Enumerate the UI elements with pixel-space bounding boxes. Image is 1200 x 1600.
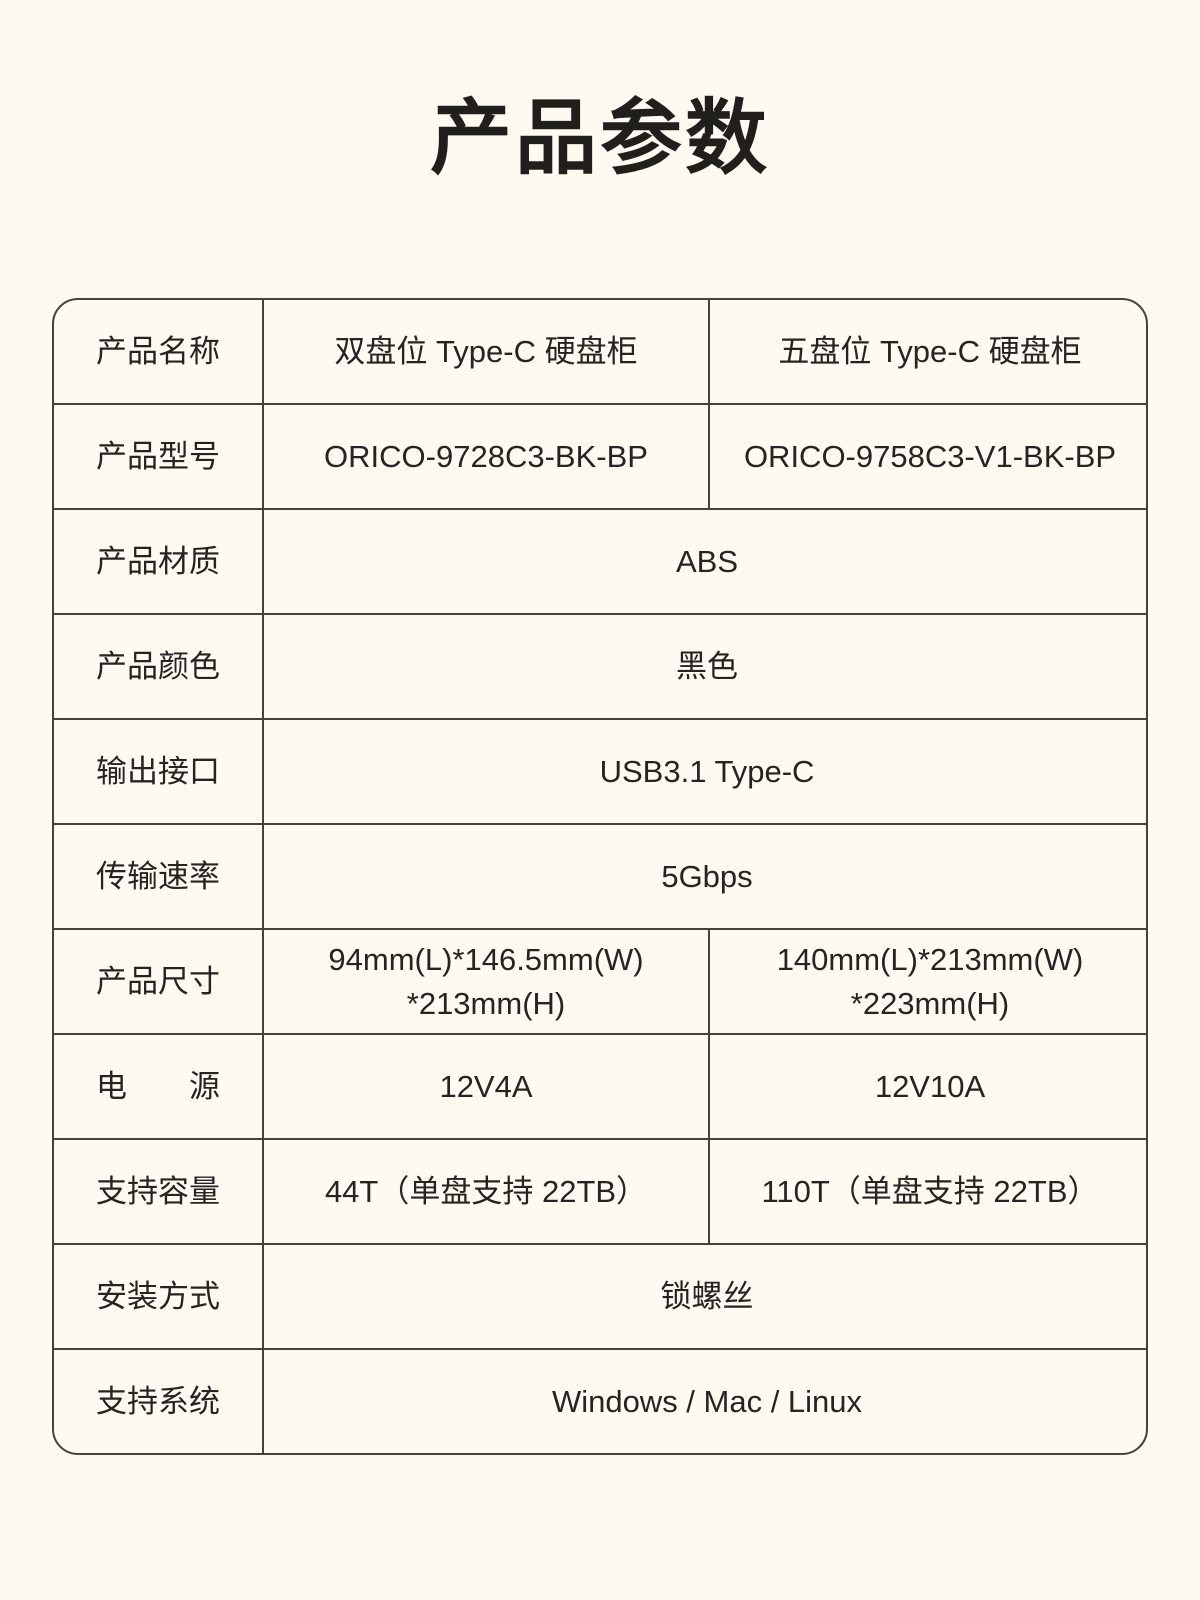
- spec-table: 产品名称 双盘位 Type-C 硬盘柜 五盘位 Type-C 硬盘柜 产品型号 ORIC…: [52, 298, 1148, 1456]
- row-label: 电 源: [54, 1035, 264, 1141]
- table-row: 安装方式 锁螺丝: [54, 1245, 1146, 1351]
- table-row: 产品材质 ABS: [54, 510, 1146, 616]
- row-value: ABS: [264, 510, 1146, 616]
- spec-table-body: 产品名称 双盘位 Type-C 硬盘柜 五盘位 Type-C 硬盘柜 产品型号 ORIC…: [54, 300, 1146, 1454]
- table-row: 支持容量 44T（单盘支持 22TB） 110T（单盘支持 22TB）: [54, 1140, 1146, 1246]
- row-label: 产品材质: [54, 510, 264, 616]
- row-value: 140mm(L)*213mm(W) *223mm(H): [710, 930, 1146, 1036]
- row-value: ORICO-9758C3-V1-BK-BP: [710, 405, 1146, 511]
- spec-table-grid: 产品名称 双盘位 Type-C 硬盘柜 五盘位 Type-C 硬盘柜 产品型号 ORIC…: [54, 300, 1146, 1454]
- row-value: 五盘位 Type-C 硬盘柜: [710, 300, 1146, 406]
- table-row: 传输速率 5Gbps: [54, 825, 1146, 931]
- row-value: 12V10A: [710, 1035, 1146, 1141]
- row-label: 传输速率: [54, 825, 264, 931]
- row-label: 产品型号: [54, 405, 264, 511]
- row-label: 产品名称: [54, 300, 264, 406]
- row-value: 双盘位 Type-C 硬盘柜: [264, 300, 710, 406]
- row-value: 94mm(L)*146.5mm(W) *213mm(H): [264, 930, 710, 1036]
- table-row: 输出接口 USB3.1 Type-C: [54, 720, 1146, 826]
- row-label: 输出接口: [54, 720, 264, 826]
- row-value: ORICO-9728C3-BK-BP: [264, 405, 710, 511]
- row-label: 产品尺寸: [54, 930, 264, 1036]
- table-row: 产品颜色 黑色: [54, 615, 1146, 721]
- row-value: 44T（单盘支持 22TB）: [264, 1140, 710, 1246]
- page-title: 产品参数: [429, 93, 770, 184]
- row-label: 安装方式: [54, 1245, 264, 1351]
- row-value: USB3.1 Type-C: [264, 720, 1146, 826]
- table-row: 产品尺寸 94mm(L)*146.5mm(W) *213mm(H) 140mm(L)…: [54, 930, 1146, 1036]
- row-label: 支持系统: [54, 1350, 264, 1454]
- row-value: 黑色: [264, 615, 1146, 721]
- row-value: 锁螺丝: [264, 1245, 1146, 1351]
- table-row: 产品名称 双盘位 Type-C 硬盘柜 五盘位 Type-C 硬盘柜: [54, 300, 1146, 406]
- row-value: 12V4A: [264, 1035, 710, 1141]
- table-row: 产品型号 ORICO-9728C3-BK-BP ORICO-9758C3-V1-BK…: [54, 405, 1146, 511]
- table-row: 电 源 12V4A 12V10A: [54, 1035, 1146, 1141]
- row-label: 支持容量: [54, 1140, 264, 1246]
- row-label: 产品颜色: [54, 615, 264, 721]
- row-value: 5Gbps: [264, 825, 1146, 931]
- table-row: 支持系统 Windows / Mac / Linux: [54, 1350, 1146, 1454]
- row-value: 110T（单盘支持 22TB）: [710, 1140, 1146, 1246]
- row-value: Windows / Mac / Linux: [551, 1383, 863, 1419]
